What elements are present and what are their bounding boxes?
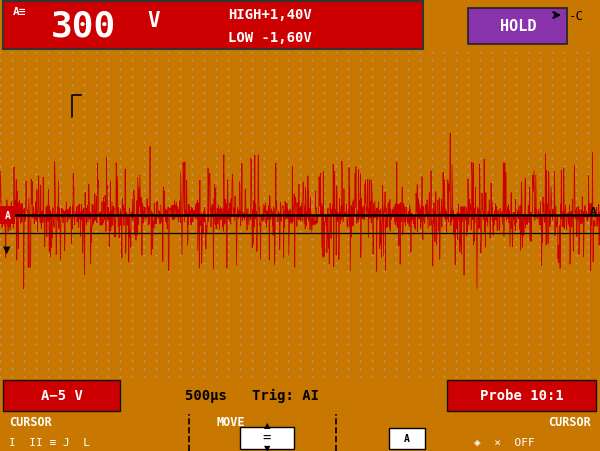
Text: HIGH+1,40V: HIGH+1,40V bbox=[228, 8, 312, 22]
Text: ▼: ▼ bbox=[4, 244, 11, 254]
Text: A: A bbox=[5, 210, 10, 220]
Text: =: = bbox=[263, 431, 271, 445]
Text: MOVE: MOVE bbox=[217, 415, 245, 428]
Bar bbox=[3, 380, 120, 411]
Text: ▲: ▲ bbox=[264, 420, 270, 429]
Text: 500μs   Trig: AI: 500μs Trig: AI bbox=[185, 388, 319, 402]
Text: CURSOR: CURSOR bbox=[548, 415, 591, 428]
Text: HOLD: HOLD bbox=[500, 19, 536, 34]
Bar bbox=[240, 427, 294, 449]
Bar bbox=[3, 2, 423, 50]
Text: 300: 300 bbox=[51, 9, 116, 44]
Text: CURSOR: CURSOR bbox=[9, 415, 52, 428]
Text: LOW -1,60V: LOW -1,60V bbox=[228, 31, 312, 45]
Text: A≡: A≡ bbox=[13, 7, 27, 17]
Bar bbox=[468, 9, 567, 45]
Bar bbox=[389, 428, 425, 449]
Bar bbox=[0, 206, 15, 224]
Text: -C: -C bbox=[569, 9, 583, 23]
Text: V: V bbox=[147, 11, 160, 31]
Text: I  II ≡ J  L: I II ≡ J L bbox=[9, 437, 90, 447]
Text: ◈  ×  OFF: ◈ × OFF bbox=[473, 437, 535, 447]
Text: ▼: ▼ bbox=[264, 443, 270, 451]
Text: A−5 V: A−5 V bbox=[41, 388, 83, 402]
Text: Probe 10:1: Probe 10:1 bbox=[479, 388, 563, 402]
Bar bbox=[447, 380, 596, 411]
Text: A: A bbox=[404, 433, 410, 443]
Text: A: A bbox=[590, 207, 597, 217]
